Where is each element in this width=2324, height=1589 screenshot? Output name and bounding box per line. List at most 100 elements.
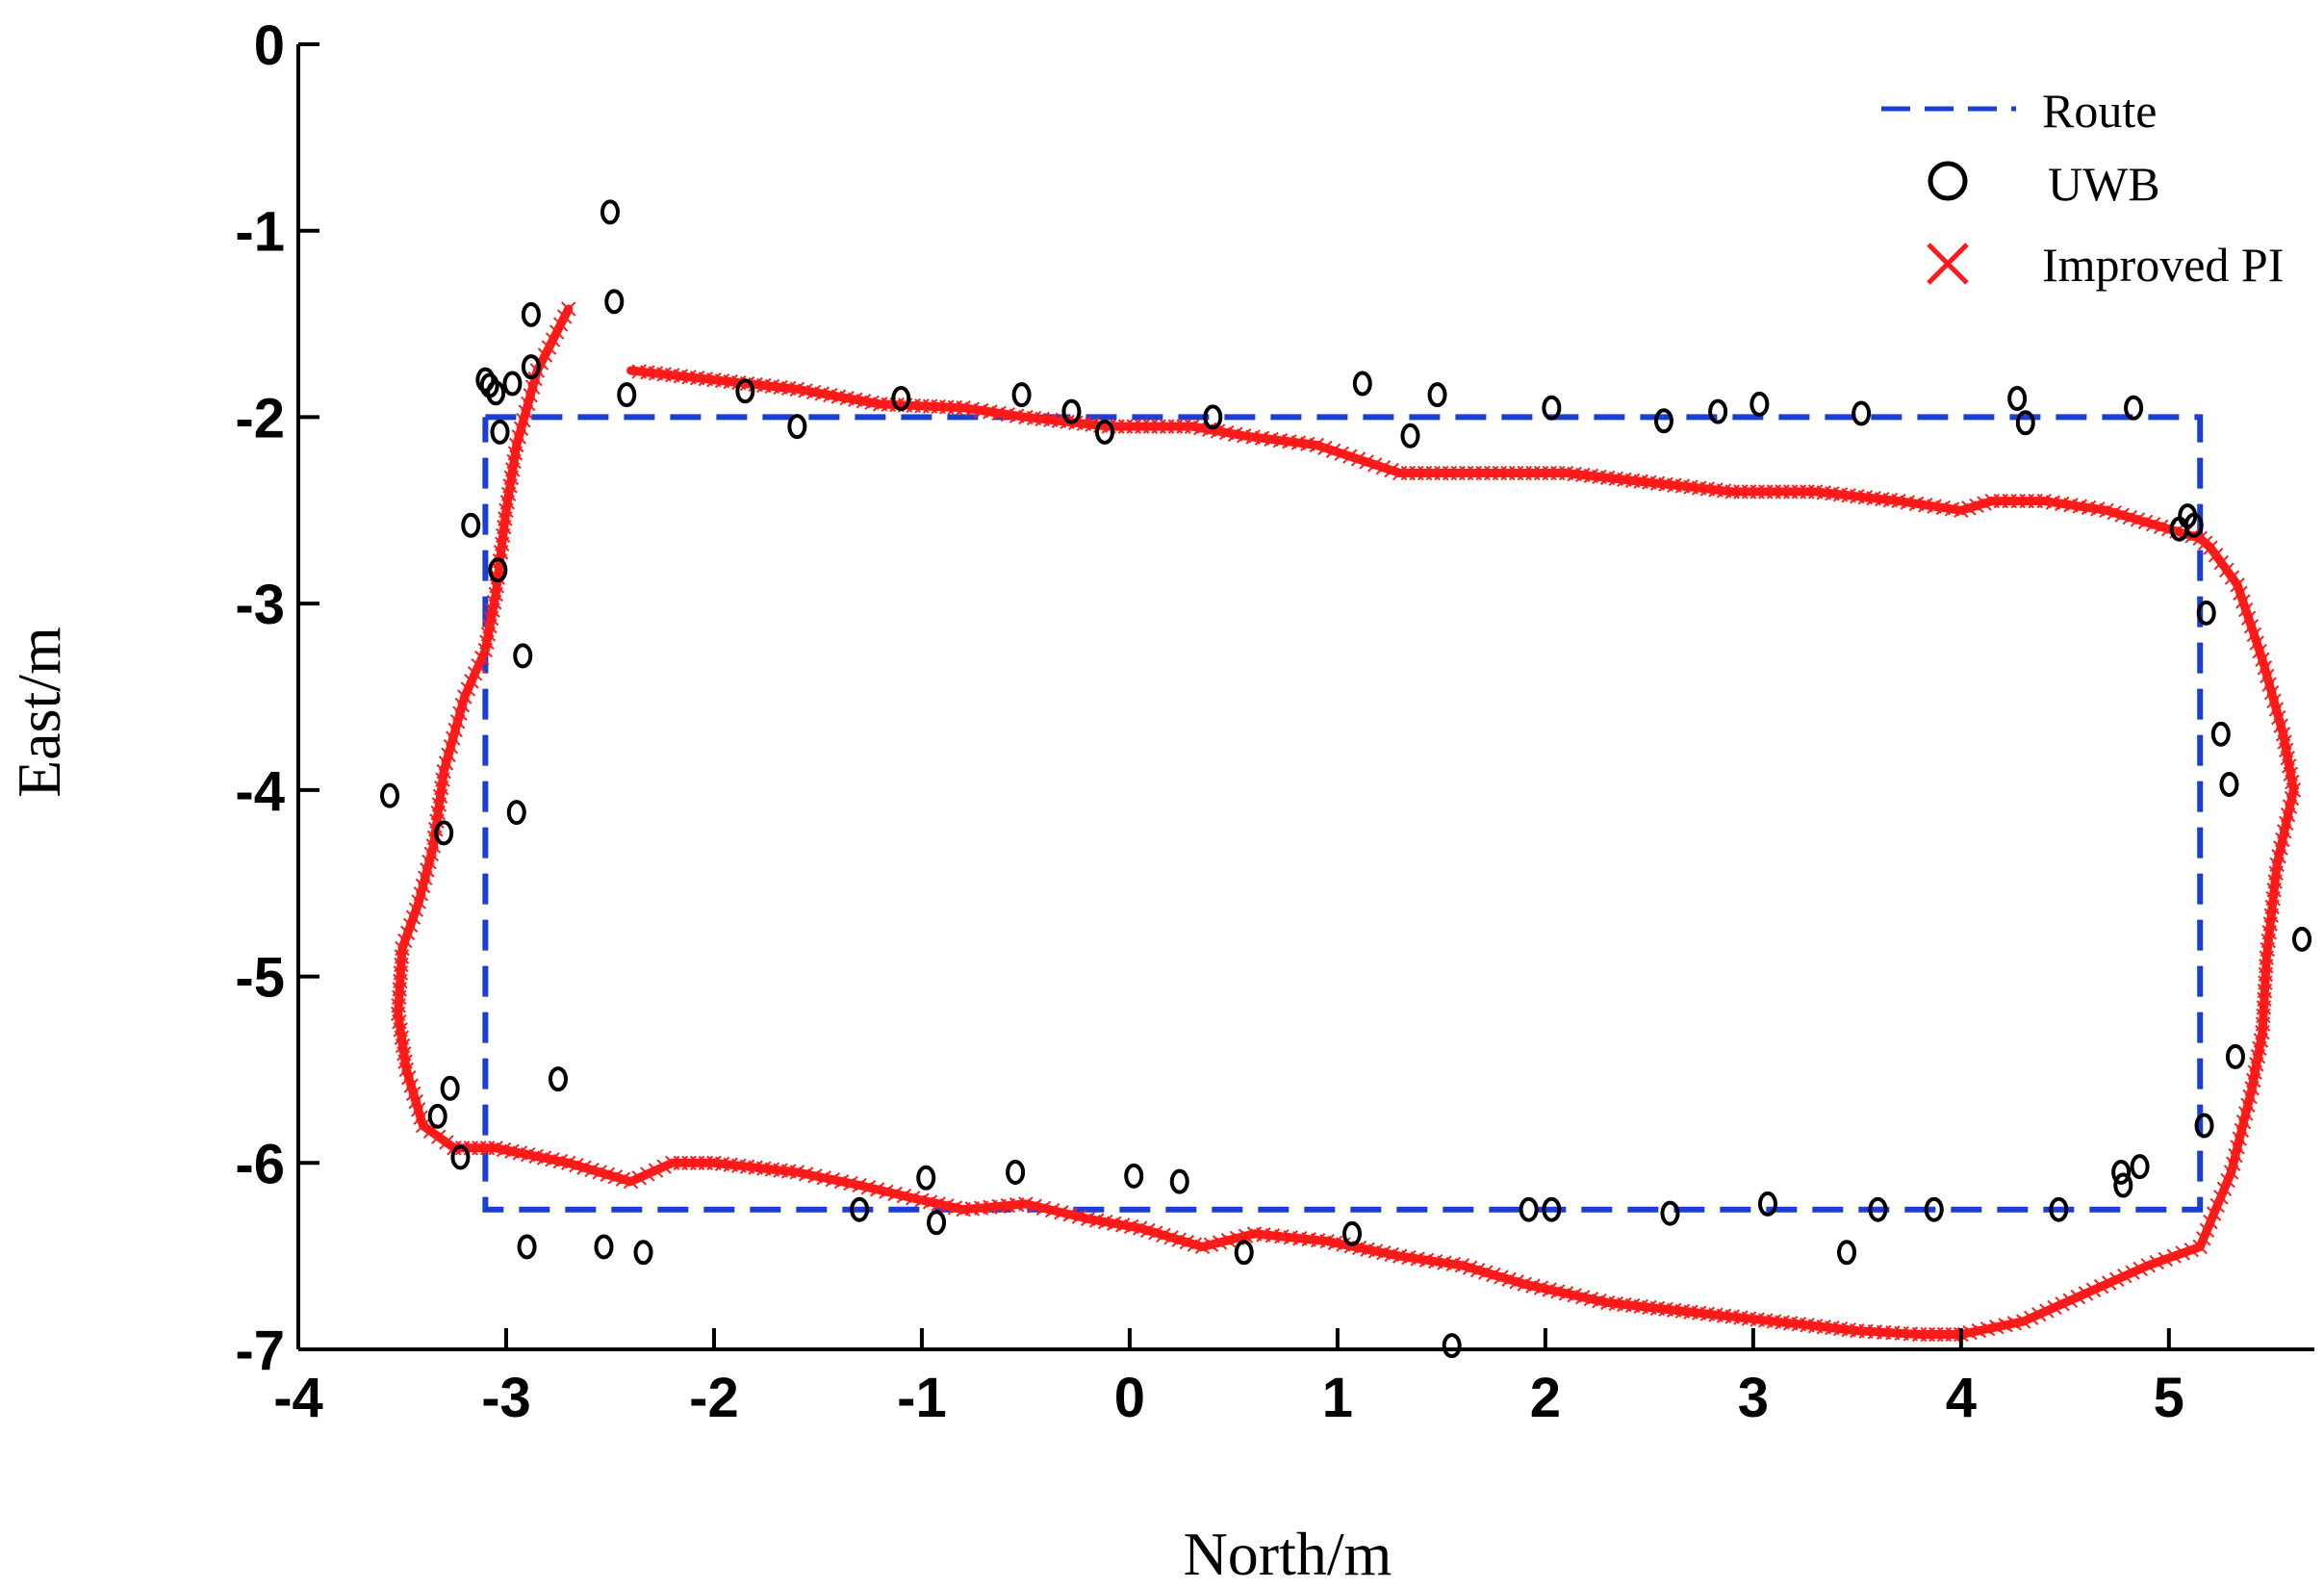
improved-pi-marker [2228,1147,2243,1164]
improved-pi-marker [552,317,569,332]
improved-pi-marker [541,340,557,355]
uwb-point [502,371,523,397]
improved-pi-marker [524,379,541,395]
improved-pi-marker [2243,619,2260,634]
improved-pi-marker [798,1166,814,1182]
improved-pi-marker [2230,1140,2245,1155]
improved-pi-marker [2266,693,2282,709]
y-axis-ticks: 0 -1 -2 -3 -4 -5 -6 -7 [235,14,319,1382]
uwb-point [617,382,637,408]
improved-pi-marker [439,1135,454,1150]
improved-pi-marker [869,1182,885,1197]
improved-pi-marker [511,429,526,445]
improved-pi-marker [2070,1289,2086,1305]
improved-pi-marker [2230,577,2245,593]
uwb-point [1006,1159,1026,1185]
x-tick-label: -2 [689,1367,739,1429]
uwb-point [490,419,510,445]
improved-pi-marker [397,933,413,949]
uwb-point [1095,419,1114,445]
improved-pi-marker [1018,1196,1034,1212]
improved-pi-marker [441,747,456,762]
improved-pi-marker [2273,718,2288,733]
improved-pi-marker [640,1166,655,1182]
improved-pi-marker [816,1170,831,1186]
uwb-point [891,386,911,412]
improved-pi-marker [2257,660,2273,676]
improved-pi-marker [1350,451,1366,467]
uwb-point [735,378,755,404]
improved-pi-marker [446,730,461,746]
improved-pi-marker [527,371,543,387]
improved-pi-marker [1334,446,1349,461]
uwb-point [2007,386,2028,412]
improved-pi-marker [443,738,459,755]
improved-pi-marker [887,1186,903,1202]
uwb-point [548,1066,568,1092]
uwb-point [2124,395,2144,421]
improved-pi-marker [1962,1324,1978,1341]
legend-uwb-swatch [1928,161,1968,201]
improved-pi-marker [477,642,494,658]
uwb-point [1708,398,1728,424]
improved-pi-marker [789,1165,805,1180]
improved-pi-marker [1979,1320,1996,1337]
uwb-point [2219,772,2239,798]
improved-pi-marker [2158,1251,2173,1268]
improved-pi-marker [402,917,419,934]
improved-pi-marker [2078,1286,2094,1301]
improved-pi-marker [2093,1278,2109,1294]
x-tick-label: 3 [1738,1367,1769,1429]
improved-pi-marker [523,388,538,403]
improved-pi-marker [398,1062,415,1078]
uwb-point [1757,1191,1777,1217]
improved-pi-marker [2024,1310,2039,1326]
improved-pi-marker [2226,1156,2241,1171]
improved-pi-marker [1384,462,1399,478]
improved-pi-marker [2213,554,2229,571]
uwb-point [427,1103,447,1129]
improved-pi-marker [1194,1239,1211,1255]
improved-pi-marker [2149,1254,2164,1270]
improved-pi-series [390,301,2302,1343]
uwb-point [380,782,400,808]
improved-pi-marker [408,902,424,917]
improved-pi-marker [860,1180,877,1195]
route-line [482,414,2204,1213]
improved-pi-marker [2199,1222,2215,1238]
uwb-point [1660,1200,1680,1226]
improved-pi-marker [2232,1131,2247,1146]
x-tick-label: 4 [1946,1367,1977,1429]
improved-pi-marker [1203,1237,1219,1252]
improved-pi-marker [545,332,561,347]
improved-pi-marker [2031,1306,2047,1322]
legend-route-label: Route [2042,84,2157,138]
uwb-point [1203,404,1223,430]
uwb-point [517,1234,537,1260]
uwb-series [380,199,2312,1359]
x-axis-title: North/m [1184,1520,1392,1588]
uwb-point [787,414,807,440]
legend-improved-pi-swatch [1927,243,1969,285]
uwb-point [521,301,541,327]
improved-pi-marker [1971,1322,1987,1339]
improved-pi-marker [415,1117,431,1134]
improved-pi-marker [1392,465,1408,481]
improved-pi-marker [474,650,490,666]
improved-pi-marker [2249,635,2264,651]
uwb-point [440,1075,460,1101]
improved-pi-marker [2006,1316,2023,1331]
improved-pi-marker [521,396,536,412]
uwb-point [1011,382,1032,408]
improved-pi-marker [2261,677,2277,692]
improved-pi-marker [2252,643,2267,659]
improved-pi-marker [438,756,454,771]
uwb-point [2049,1196,2069,1222]
uwb-point [461,512,481,538]
y-tick-label: -6 [235,1133,285,1195]
improved-pi-marker [467,666,483,681]
uwb-point [1542,395,1562,421]
uwb-point [1924,1196,1944,1222]
improved-pi-marker [2238,602,2254,618]
